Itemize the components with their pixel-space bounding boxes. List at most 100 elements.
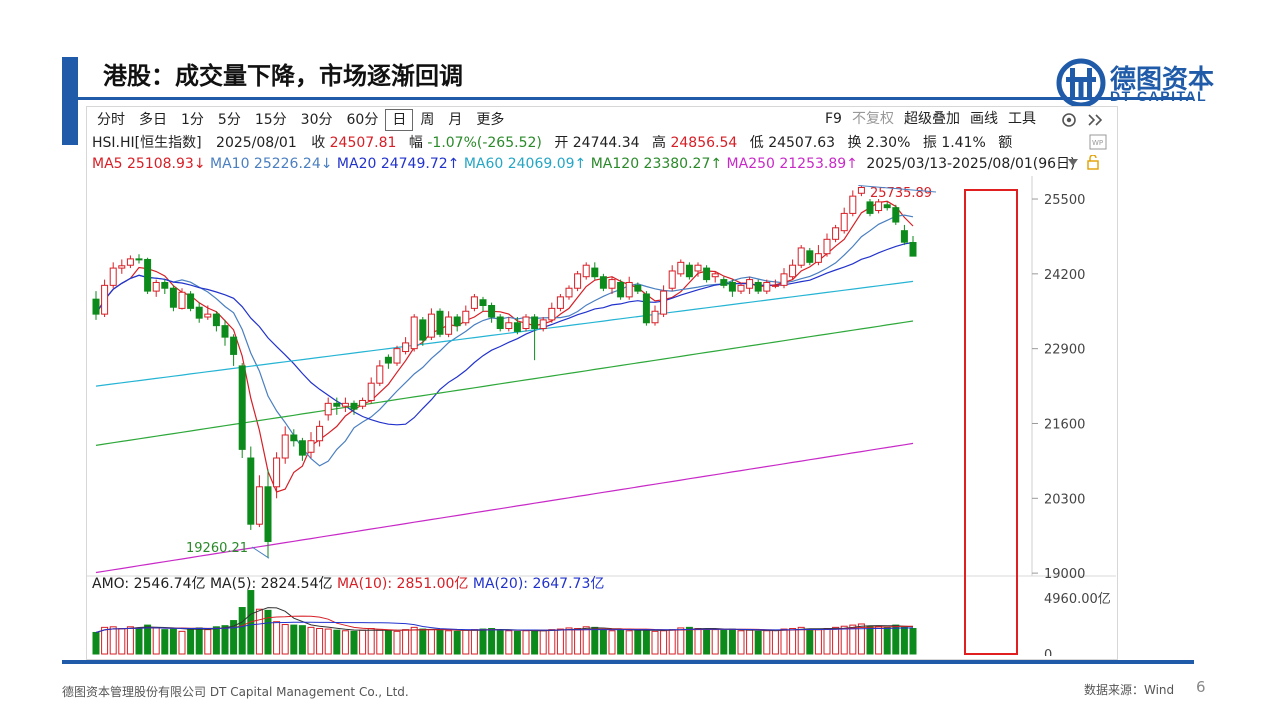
tab-more[interactable]: 更多 bbox=[476, 112, 505, 128]
volume-bar bbox=[832, 626, 840, 655]
candle-body bbox=[737, 284, 745, 292]
volume-bar bbox=[685, 626, 693, 655]
open-label: 开 bbox=[554, 135, 569, 151]
volume-bar bbox=[591, 626, 599, 655]
volume-bar bbox=[333, 629, 341, 655]
volume-bar bbox=[204, 629, 212, 655]
low-annotation: 19260.21 bbox=[186, 541, 248, 556]
volume-bar bbox=[350, 630, 358, 655]
volume-bar bbox=[531, 629, 539, 655]
volume-bar bbox=[677, 627, 685, 655]
candle-body bbox=[849, 195, 857, 214]
no-adjust-button[interactable]: 不复权 bbox=[851, 111, 894, 127]
overlay-button[interactable]: 超级叠加 bbox=[903, 111, 960, 127]
chart-frame bbox=[86, 106, 1118, 660]
candle-body bbox=[668, 270, 676, 289]
annotations: 25735.89 19260.21 bbox=[186, 184, 937, 559]
candle-body bbox=[780, 273, 788, 286]
volume-bar bbox=[668, 629, 676, 655]
tab-weekly[interactable]: 周 bbox=[420, 112, 435, 128]
data-source: 数据来源：Wind bbox=[1084, 683, 1175, 697]
ma250-line bbox=[95, 442, 914, 574]
candle-body bbox=[264, 486, 272, 542]
candle-body bbox=[900, 230, 908, 243]
tab-1min[interactable]: 1分 bbox=[181, 112, 204, 128]
high-annotation: 25735.89 bbox=[870, 186, 932, 201]
candle-body bbox=[109, 267, 117, 286]
candle-body bbox=[582, 264, 590, 278]
candle-body bbox=[513, 322, 521, 332]
tab-monthly[interactable]: 月 bbox=[448, 112, 463, 128]
tab-30min[interactable]: 30分 bbox=[300, 112, 333, 128]
volume-bar bbox=[169, 628, 177, 655]
volume-bar bbox=[582, 626, 590, 655]
chevron-double-right-icon[interactable] bbox=[1087, 113, 1105, 127]
quote-date: 2025/08/01 bbox=[216, 135, 297, 151]
candle-body bbox=[599, 276, 607, 289]
candle-body bbox=[617, 281, 625, 298]
tab-duori[interactable]: 多日 bbox=[139, 112, 167, 128]
volume-bar bbox=[118, 628, 126, 655]
wp-icon[interactable]: WP bbox=[1089, 134, 1107, 150]
draw-line-button[interactable]: 画线 bbox=[969, 111, 998, 127]
quote-info: HSI.HI[恒生指数] 2025/08/01 收 24507.81 幅 -1.… bbox=[92, 132, 1012, 152]
volume-bar bbox=[367, 628, 375, 655]
candle-body bbox=[832, 227, 840, 240]
volume-bar bbox=[230, 620, 238, 655]
high-pointer bbox=[858, 184, 937, 193]
ma120-line bbox=[95, 320, 914, 446]
tab-15min[interactable]: 15分 bbox=[254, 112, 287, 128]
candle-body bbox=[298, 440, 306, 456]
tools-button[interactable]: 工具 bbox=[1007, 111, 1036, 127]
candle-body bbox=[376, 365, 384, 384]
candle-body bbox=[367, 382, 375, 401]
volume-bar bbox=[419, 628, 427, 655]
candle-body bbox=[393, 348, 401, 364]
candle-body bbox=[548, 307, 556, 321]
volume-bar bbox=[875, 625, 883, 655]
tab-60min[interactable]: 60分 bbox=[346, 112, 379, 128]
settings-icon[interactable] bbox=[1060, 111, 1078, 129]
f9-button[interactable]: F9 bbox=[825, 111, 842, 127]
candle-body bbox=[634, 284, 642, 292]
candle-body bbox=[204, 313, 212, 318]
volume-bar bbox=[574, 628, 582, 655]
tab-fenshi[interactable]: 分时 bbox=[97, 112, 125, 128]
volume-bar bbox=[393, 630, 401, 655]
volume-bar bbox=[298, 625, 306, 655]
tab-daily[interactable]: 日 bbox=[385, 109, 414, 131]
price-tick-label: 24200 bbox=[1044, 268, 1085, 283]
volume-bar bbox=[625, 630, 633, 655]
candle-body bbox=[866, 201, 874, 214]
volume-bar bbox=[109, 626, 117, 655]
volume-bar bbox=[462, 629, 470, 655]
ma5-legend: MA5 25108.93↓ bbox=[92, 156, 206, 172]
volume-bar bbox=[161, 629, 169, 655]
chart-tools: F9 不复权 超级叠加 画线 工具 bbox=[815, 109, 1036, 129]
candle-body bbox=[161, 281, 169, 289]
candle-body bbox=[152, 281, 160, 292]
candle-body bbox=[556, 296, 564, 309]
close-label: 收 bbox=[311, 135, 326, 151]
volume-bar bbox=[556, 628, 564, 655]
candle-body bbox=[642, 293, 650, 324]
candle-body bbox=[445, 316, 453, 335]
price-tick-label: 20300 bbox=[1044, 492, 1085, 507]
price-tick-label: 21600 bbox=[1044, 417, 1085, 432]
candle-body bbox=[307, 440, 315, 453]
volume-bar bbox=[823, 628, 831, 655]
candle-body bbox=[187, 293, 195, 309]
volume-bar bbox=[496, 629, 504, 655]
title-rule bbox=[78, 97, 1194, 100]
volume-bar bbox=[316, 628, 324, 655]
candle-body bbox=[324, 402, 332, 416]
candle-body bbox=[281, 434, 289, 459]
range-dropdown-icon[interactable] bbox=[1066, 155, 1106, 171]
volume-bar bbox=[255, 608, 263, 655]
slide-title: 港股：成交量下降，市场逐渐回调 bbox=[103, 62, 463, 90]
volume-bar bbox=[221, 625, 229, 655]
candle-body bbox=[814, 253, 822, 263]
tab-5min[interactable]: 5分 bbox=[217, 112, 241, 128]
candle-body bbox=[488, 304, 496, 318]
volume-bar bbox=[341, 630, 349, 655]
